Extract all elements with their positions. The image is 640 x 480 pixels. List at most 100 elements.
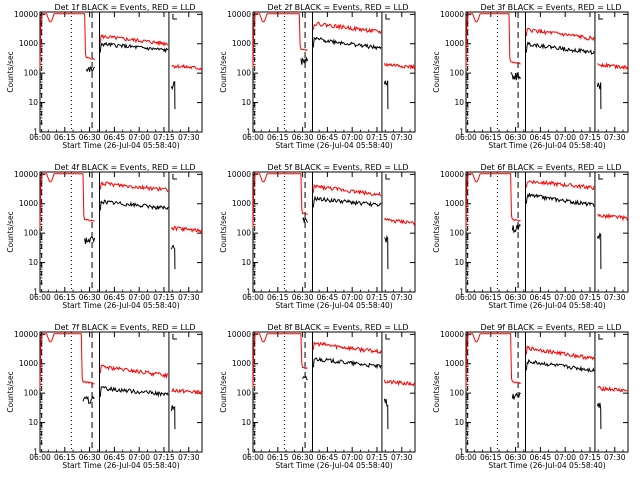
- y-tick-label: 100: [450, 69, 465, 78]
- events-series-line: [511, 392, 521, 400]
- x-tick-label: 07:00: [128, 293, 150, 302]
- x-tick-label: 06:15: [54, 133, 76, 142]
- y-tick-label: 100: [237, 389, 252, 398]
- x-tick-label: 06:45: [317, 453, 339, 462]
- events-series-line: [384, 234, 389, 270]
- panel-title: Det 5f BLACK = Events, RED = LLD: [267, 163, 408, 172]
- gap-bracket: [172, 334, 177, 340]
- panel-title: Det 9f BLACK = Events, RED = LLD: [480, 323, 621, 332]
- x-axis-title: Start Time (26-Jul-04 05:58:40): [488, 141, 605, 150]
- lld-series-line: [597, 212, 629, 222]
- x-tick-label: 06:15: [480, 133, 502, 142]
- x-tick-label: 06:45: [104, 293, 126, 302]
- y-axis-title: Counts/sec: [432, 211, 441, 252]
- lld-series-line: [525, 179, 595, 191]
- x-tick-label: 06:00: [455, 453, 477, 462]
- x-tick-label: 06:00: [242, 293, 264, 302]
- lld-series-line: [465, 13, 521, 69]
- events-series-line: [99, 41, 169, 54]
- detector-panel-1: Det 1f BLACK = Events, RED = LLD 1 10 100 10…: [6, 3, 203, 150]
- y-tick-label: 10: [241, 418, 251, 427]
- x-tick-label: 06:30: [505, 293, 527, 302]
- y-tick-label: 1000: [19, 359, 38, 368]
- x-tick-label: 07:15: [366, 133, 388, 142]
- plot-frame: [252, 331, 416, 453]
- lld-series-line: [252, 173, 308, 229]
- events-series-line: [312, 356, 382, 370]
- x-tick-label: 06:15: [267, 453, 289, 462]
- x-tick-label: 07:30: [391, 453, 413, 462]
- x-tick-label: 07:15: [579, 293, 601, 302]
- y-tick-label: 1000: [232, 39, 251, 48]
- y-axis-title: Counts/sec: [6, 211, 15, 252]
- x-tick-label: 07:00: [341, 453, 363, 462]
- y-tick-label: 1000: [445, 199, 464, 208]
- lld-series-line: [597, 62, 629, 71]
- x-tick-label: 06:15: [267, 133, 289, 142]
- y-tick-label: 10: [28, 418, 38, 427]
- panel-title: Det 7f BLACK = Events, RED = LLD: [54, 323, 195, 332]
- y-tick-label: 1: [33, 288, 38, 297]
- x-axis-title: Start Time (26-Jul-04 05:58:40): [275, 461, 392, 470]
- y-tick-label: 1000: [445, 359, 464, 368]
- events-series-line: [383, 398, 389, 430]
- plot-frame: [465, 331, 629, 453]
- y-tick-label: 10000: [227, 170, 251, 179]
- events-series-line: [596, 232, 602, 270]
- events-series-line: [596, 82, 602, 110]
- y-tick-label: 10000: [440, 330, 464, 339]
- x-tick-label: 06:15: [267, 293, 289, 302]
- gap-bracket: [385, 334, 390, 340]
- events-series-line: [312, 36, 382, 51]
- x-tick-label: 06:30: [79, 293, 101, 302]
- detector-panel-2: Det 2f BLACK = Events, RED = LLD 1 10 100 10…: [219, 3, 416, 150]
- y-tick-label: 1: [459, 128, 464, 137]
- x-tick-label: 06:00: [29, 453, 51, 462]
- lld-series-line: [99, 181, 169, 193]
- y-tick-label: 1000: [19, 199, 38, 208]
- x-tick-label: 07:15: [366, 293, 388, 302]
- x-tick-label: 07:15: [579, 133, 601, 142]
- y-tick-label: 100: [24, 229, 39, 238]
- y-tick-label: 1000: [232, 199, 251, 208]
- x-tick-label: 06:45: [530, 133, 552, 142]
- detector-panel-6: Det 6f BLACK = Events, RED = LLD 1 10 100 10…: [432, 163, 629, 310]
- events-series-line: [85, 66, 95, 73]
- x-axis-title: Start Time (26-Jul-04 05:58:40): [488, 461, 605, 470]
- x-tick-label: 07:30: [604, 293, 626, 302]
- y-tick-label: 10000: [227, 10, 251, 19]
- lld-series-line: [465, 173, 521, 229]
- x-axis-title: Start Time (26-Jul-04 05:58:40): [275, 141, 392, 150]
- x-tick-label: 06:30: [292, 293, 314, 302]
- x-tick-label: 07:15: [153, 133, 175, 142]
- events-series-line: [302, 375, 308, 381]
- x-tick-label: 07:30: [604, 453, 626, 462]
- x-tick-label: 06:30: [292, 133, 314, 142]
- y-axis-title: Counts/sec: [432, 371, 441, 412]
- events-series-line: [511, 223, 521, 234]
- y-tick-label: 100: [24, 69, 39, 78]
- lld-series-line: [171, 387, 203, 395]
- y-tick-label: 100: [237, 69, 252, 78]
- panel-title: Det 8f BLACK = Events, RED = LLD: [267, 323, 408, 332]
- plot-frame: [39, 11, 203, 133]
- x-tick-label: 07:00: [341, 133, 363, 142]
- panel-title: Det 4f BLACK = Events, RED = LLD: [54, 163, 195, 172]
- y-tick-label: 1: [459, 448, 464, 457]
- x-tick-label: 07:00: [554, 133, 576, 142]
- lld-series-line: [252, 333, 308, 389]
- x-tick-label: 06:45: [530, 293, 552, 302]
- y-axis-title: Counts/sec: [6, 371, 15, 412]
- x-tick-label: 06:00: [29, 293, 51, 302]
- events-series-line: [312, 195, 382, 208]
- x-tick-label: 06:45: [104, 133, 126, 142]
- events-series-line: [99, 385, 169, 398]
- lld-series-line: [597, 385, 629, 393]
- y-tick-label: 10: [28, 258, 38, 267]
- events-series-line: [525, 41, 595, 55]
- x-tick-label: 07:00: [554, 453, 576, 462]
- x-tick-label: 06:30: [79, 133, 101, 142]
- lld-series-line: [39, 13, 95, 69]
- y-tick-label: 10000: [227, 330, 251, 339]
- x-tick-label: 06:30: [292, 453, 314, 462]
